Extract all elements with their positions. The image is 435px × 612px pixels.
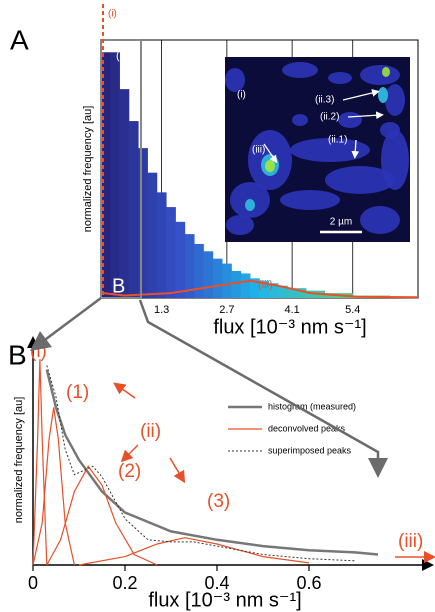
connector-arrow: [29, 296, 102, 351]
inset-label: (ii.2): [320, 112, 339, 123]
inset-arrow: [342, 89, 380, 101]
inset-hotspot: [378, 87, 388, 103]
inset-blob: [360, 206, 400, 234]
x-tick-label: 1.3: [154, 304, 169, 316]
inset-blob: [280, 190, 340, 210]
inset-blob: [290, 138, 370, 162]
panel-b: B normalized frequency [au] flux [10⁻³ n…: [8, 336, 434, 611]
histogram-bar: [119, 89, 130, 299]
inset-blob: [381, 130, 409, 190]
histogram-bar: [156, 192, 167, 298]
annotation: (3): [207, 491, 230, 512]
inset-blob: [380, 122, 400, 138]
inset-label: (i): [237, 90, 246, 101]
inset-blob: [292, 114, 308, 126]
histogram-bar: [306, 290, 316, 298]
inset-hotspot: [265, 160, 275, 172]
scale-bar-label: 2 µm: [330, 217, 352, 228]
inset-blob: [385, 84, 405, 116]
x-tick-label: 0.6: [296, 573, 321, 593]
inset-hotspot: [245, 199, 255, 211]
inset-blob: [282, 62, 318, 78]
annotation-arrow: [113, 382, 136, 399]
inset-label: (iii): [252, 145, 265, 156]
legend-label: deconvolved peaks: [268, 423, 346, 433]
histogram-bar: [138, 148, 148, 298]
histogram-bar: [268, 283, 279, 298]
curve: [45, 369, 379, 556]
histogram-bar: [203, 251, 214, 298]
annotation: (ii): [140, 421, 161, 442]
region-frame: [100, 39, 142, 299]
histogram-bar: [147, 172, 158, 298]
panel-label: B: [8, 339, 27, 370]
x-axis-label: flux [10⁻³ nm s⁻¹]: [213, 316, 366, 338]
inset-blob: [360, 65, 400, 85]
x-tick-label: 4.1: [284, 304, 299, 316]
inset-blob: [325, 166, 395, 194]
annotation: (i): [108, 9, 117, 20]
inset-hotspot: [382, 67, 390, 77]
inset-label: (ii.1): [328, 135, 347, 146]
x-tick-label: 5.4: [345, 304, 360, 316]
y-axis-label: normalized frequency [au]: [82, 106, 94, 233]
annotation: (ii): [116, 50, 128, 62]
x-tick-label: 0.4: [204, 573, 229, 593]
connector-arrow: [138, 299, 388, 478]
y-axis-label: normalized frequency [au]: [13, 397, 25, 524]
histogram-bar: [101, 52, 111, 299]
histogram-bar: [128, 121, 139, 298]
annotation: B: [112, 275, 125, 297]
annotation: (2): [118, 461, 141, 482]
curve: [32, 407, 75, 566]
annotation: (iii): [398, 531, 423, 552]
annotation-arrow: [120, 444, 139, 463]
inset-arrow: [351, 139, 360, 159]
histogram-bar: [212, 258, 223, 298]
curve: [46, 465, 158, 566]
histogram-bar: [296, 288, 307, 298]
annotation: (1): [66, 382, 89, 403]
peak-line: [103, 279, 419, 299]
histogram-bar: [231, 270, 242, 298]
x-axis-label: flux [10⁻³ nm s⁻¹]: [148, 589, 301, 611]
histogram-bar: [184, 234, 195, 298]
annotation: (iii): [258, 279, 273, 291]
inset-arrow: [263, 143, 278, 164]
inset-label: (ii.3): [315, 95, 334, 106]
histogram-bar: [166, 207, 176, 298]
histogram-bar: [287, 288, 298, 298]
curve: [78, 537, 310, 566]
legend-label: superimposed peaks: [268, 445, 352, 455]
panel-label: A: [10, 24, 29, 55]
x-tick-label: 2.7: [219, 304, 234, 316]
curve: [46, 365, 356, 562]
histogram-bar: [194, 243, 204, 298]
inset-blob: [338, 112, 362, 128]
inset-arrow: [347, 111, 384, 120]
inset-blob: [328, 72, 352, 84]
legend-label: histogram (measured): [268, 401, 356, 411]
histogram-bar: [222, 263, 232, 298]
histogram-bar: [278, 285, 288, 298]
x-tick-label: 0.2: [112, 573, 137, 593]
panel-a: A normalized frequency [au] flux [10⁻³ n…: [10, 4, 419, 338]
curve: [32, 359, 48, 566]
histogram-bar: [250, 278, 260, 298]
histogram-bar: [240, 273, 251, 298]
histogram-bar: [175, 221, 186, 298]
histogram-bar: [110, 52, 120, 299]
inset-blob: [226, 215, 254, 235]
annotation-arrow: [169, 457, 186, 484]
x-tick-label: 0: [28, 573, 38, 593]
histogram-bar: [259, 280, 270, 298]
inset-blob: [225, 68, 245, 92]
